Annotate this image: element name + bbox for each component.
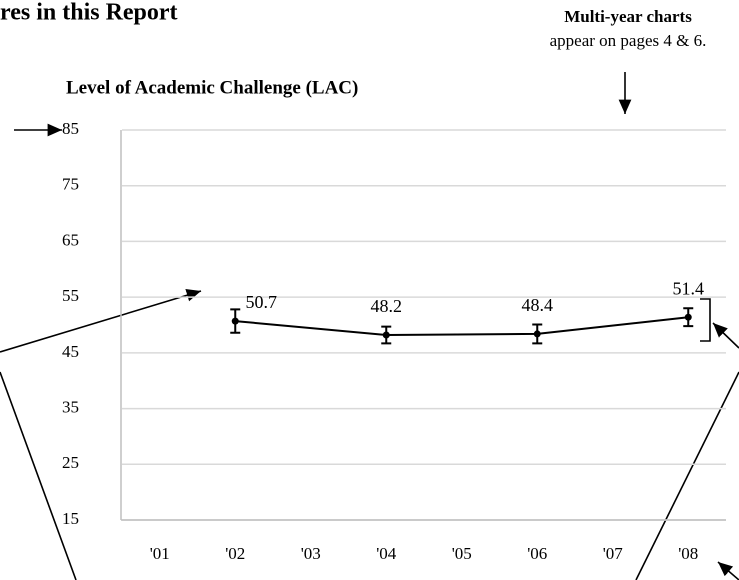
x-tick-label: '02 — [225, 544, 245, 563]
data-label: 50.7 — [246, 292, 278, 312]
x-tick-label: '07 — [603, 544, 624, 563]
x-tick-label: '01 — [150, 544, 170, 563]
point — [382, 331, 390, 339]
data-label: 48.2 — [371, 296, 403, 316]
y-tick-label: 45 — [62, 342, 79, 361]
y-tick-label: 15 — [62, 509, 79, 528]
line — [235, 316, 689, 337]
note-title: Multi-year charts — [564, 7, 692, 26]
annotations — [0, 72, 739, 580]
y-tick-label: 35 — [62, 397, 79, 416]
x-tick-label: '06 — [527, 544, 547, 563]
x-tick-label: '04 — [376, 544, 397, 563]
page-title: res in this Report — [0, 0, 178, 26]
x-tick-label: '05 — [452, 544, 472, 563]
point — [684, 313, 692, 321]
point — [533, 330, 541, 338]
point — [231, 317, 239, 325]
y-tick-label: 75 — [62, 175, 79, 194]
chart-title: Level of Academic Challenge (LAC) — [66, 77, 358, 98]
y-tick-label: 25 — [62, 453, 79, 472]
data-label: 48.4 — [522, 295, 554, 315]
x-tick-label: '08 — [678, 544, 698, 563]
data-label: 51.4 — [673, 278, 705, 298]
x-tick-label: '03 — [301, 544, 321, 563]
note-text: appear on pages 4 & 6. — [550, 31, 707, 50]
y-tick-label: 65 — [62, 230, 79, 249]
y-tick-label: 55 — [62, 286, 79, 305]
y-tick-label: 85 — [62, 119, 79, 138]
